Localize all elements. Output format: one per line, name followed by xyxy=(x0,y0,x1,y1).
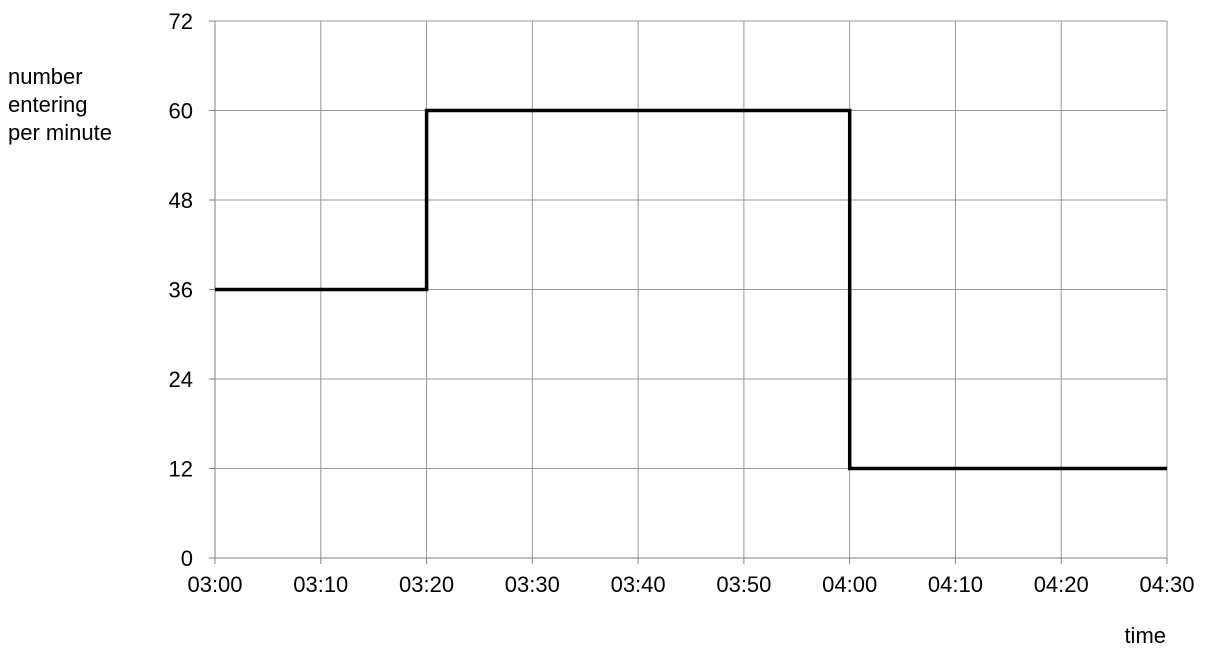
series xyxy=(215,108,1167,471)
x-tick-label: 03:50 xyxy=(716,572,771,597)
x-tick-label: 03:20 xyxy=(399,572,454,597)
y-tick-label: 24 xyxy=(169,367,193,392)
y-axis-label-line-1: number xyxy=(8,64,83,89)
x-tick-label: 03:40 xyxy=(611,572,666,597)
x-tick-label: 03:00 xyxy=(187,572,242,597)
y-tick-label: 72 xyxy=(169,9,193,34)
x-tick-label: 03:30 xyxy=(505,572,560,597)
x-axis-label: time xyxy=(1124,623,1166,648)
y-tick-labels: 0 12 24 36 48 60 72 xyxy=(169,9,193,571)
y-tick-label: 36 xyxy=(169,278,193,303)
axes xyxy=(209,20,1168,564)
x-tick-label: 03:10 xyxy=(293,572,348,597)
x-tick-labels: 03:00 03:10 03:20 03:30 03:40 03:50 04:00 04:10… xyxy=(187,572,1194,597)
y-tick-label: 12 xyxy=(169,457,193,482)
y-tick-label: 0 xyxy=(181,546,193,571)
y-axis-label-line-3: per minute xyxy=(8,120,112,145)
y-tick-label: 48 xyxy=(169,188,193,213)
y-tick-label: 60 xyxy=(169,99,193,124)
x-tick-label: 04:30 xyxy=(1139,572,1194,597)
y-axis-label-line-2: entering xyxy=(8,92,88,117)
series-step-line xyxy=(215,108,1167,471)
x-tick-label: 04:00 xyxy=(822,572,877,597)
x-tick-label: 04:20 xyxy=(1034,572,1089,597)
x-tick-label: 04:10 xyxy=(928,572,983,597)
